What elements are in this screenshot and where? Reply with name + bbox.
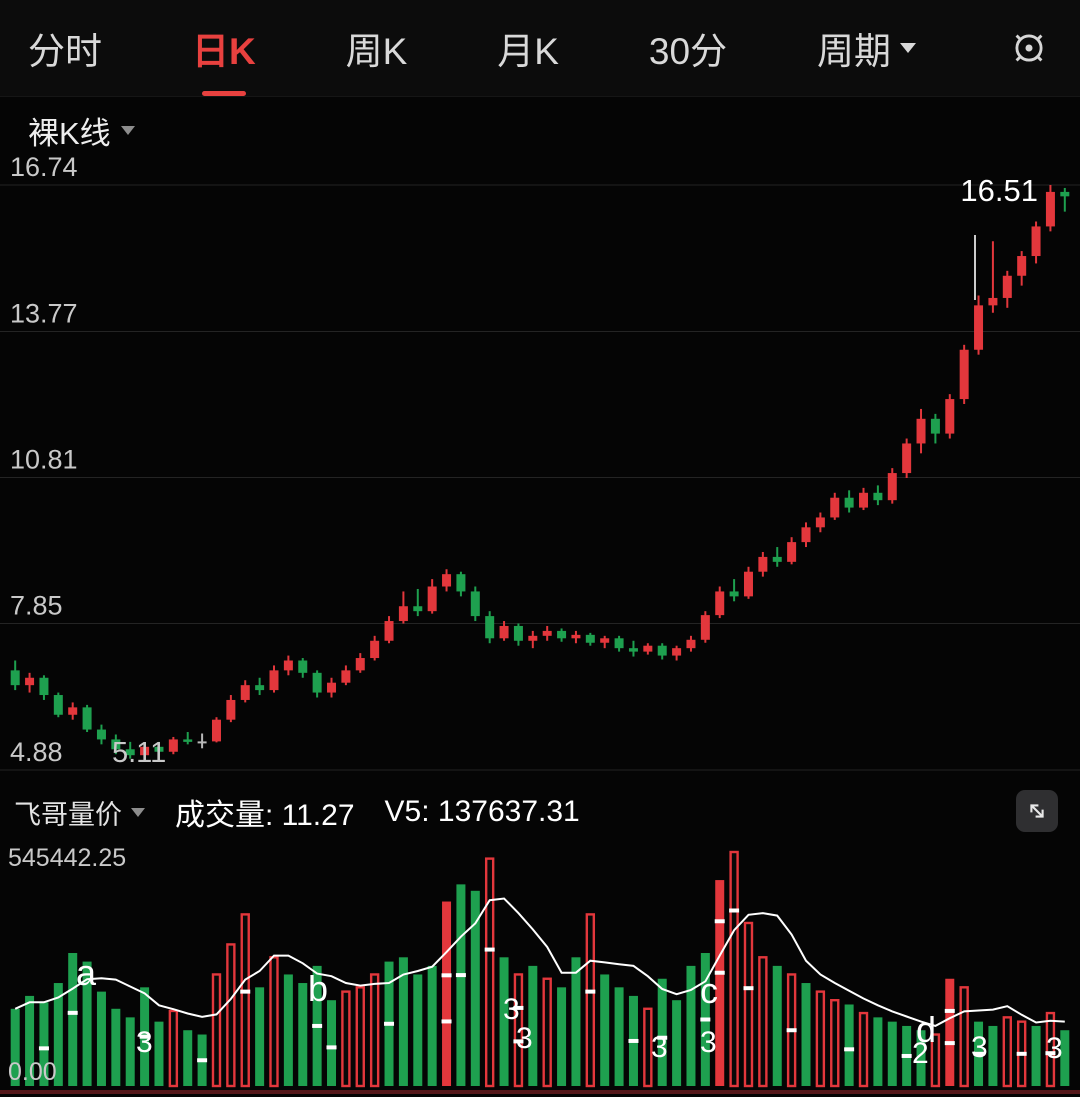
annotation-number: 3: [1046, 1032, 1063, 1065]
price-axis-label: 4.88: [10, 737, 63, 767]
volume-axis-max-label: 545442.25: [8, 844, 126, 872]
kline-style-label: 裸K线: [28, 116, 111, 151]
annotation-letter: c: [700, 970, 718, 1011]
low-price-label: 5.11: [112, 737, 166, 769]
annotation-number: 3: [971, 1031, 988, 1064]
chevron-down-icon: [131, 807, 145, 817]
annotation-letter: b: [308, 968, 328, 1009]
kline-style-selector[interactable]: 裸K线: [28, 108, 135, 153]
top-nav: 分时 日K 周K 月K 30分 周期: [0, 0, 1080, 97]
gear-icon: [1015, 34, 1043, 62]
tab-30min-label: 30分: [648, 31, 728, 72]
expand-fullscreen-button[interactable]: [1016, 790, 1058, 832]
volume-indicator-selector[interactable]: 飞哥量价: [14, 793, 145, 832]
annotation-number: 3: [136, 1026, 153, 1059]
annotation-number: 3: [516, 1022, 533, 1055]
price-candlestick-chart[interactable]: 16.74 13.77 10.81 7.85 4.88 16.51 5.11: [0, 155, 1080, 795]
active-tab-underline: [201, 91, 246, 96]
tab-30min[interactable]: 30分: [649, 21, 727, 75]
tab-period-label: 周期: [817, 31, 892, 72]
price-axis-label: 13.77: [10, 298, 78, 328]
price-axis-label: 10.81: [10, 445, 78, 475]
annotation-number: 2: [912, 1037, 929, 1070]
expand-arrows-icon: [1030, 804, 1044, 818]
annotation-number: 3: [651, 1031, 668, 1064]
volume-indicator-label: 飞哥量价: [14, 799, 122, 830]
volume-value-label: 成交量: 11.27: [175, 799, 355, 832]
price-axis-label: 16.74: [10, 155, 78, 182]
volume-axis-min-label: 0.00: [8, 1058, 57, 1086]
annotation-number: 3: [503, 993, 520, 1026]
last-price-label: 16.51: [960, 173, 1038, 208]
tab-monthly-k[interactable]: 月K: [497, 21, 559, 75]
annotation-letter: d: [916, 1009, 936, 1050]
tab-daily-k-label: 日K: [191, 31, 256, 72]
tab-daily-k[interactable]: 日K: [191, 21, 256, 96]
chevron-down-icon: [900, 43, 917, 53]
v5-value-label: V5: 137637.31: [384, 795, 580, 828]
tab-period-dropdown[interactable]: 周期: [817, 21, 917, 75]
price-axis-label: 7.85: [10, 591, 63, 621]
settings-gear-button[interactable]: [1006, 25, 1052, 71]
tab-monthly-k-label: 月K: [497, 31, 559, 72]
annotation-letter: a: [76, 952, 97, 993]
tab-fenshi-label: 分时: [28, 31, 102, 72]
tab-fenshi[interactable]: 分时: [28, 21, 102, 75]
tab-weekly-k[interactable]: 周K: [346, 21, 408, 75]
tab-weekly-k-label: 周K: [345, 31, 408, 72]
chevron-down-icon: [120, 126, 135, 135]
annotation-number: 3: [700, 1026, 717, 1059]
volume-pane-header: 飞哥量价 成交量: 11.27 V5: 137637.31: [14, 788, 580, 836]
